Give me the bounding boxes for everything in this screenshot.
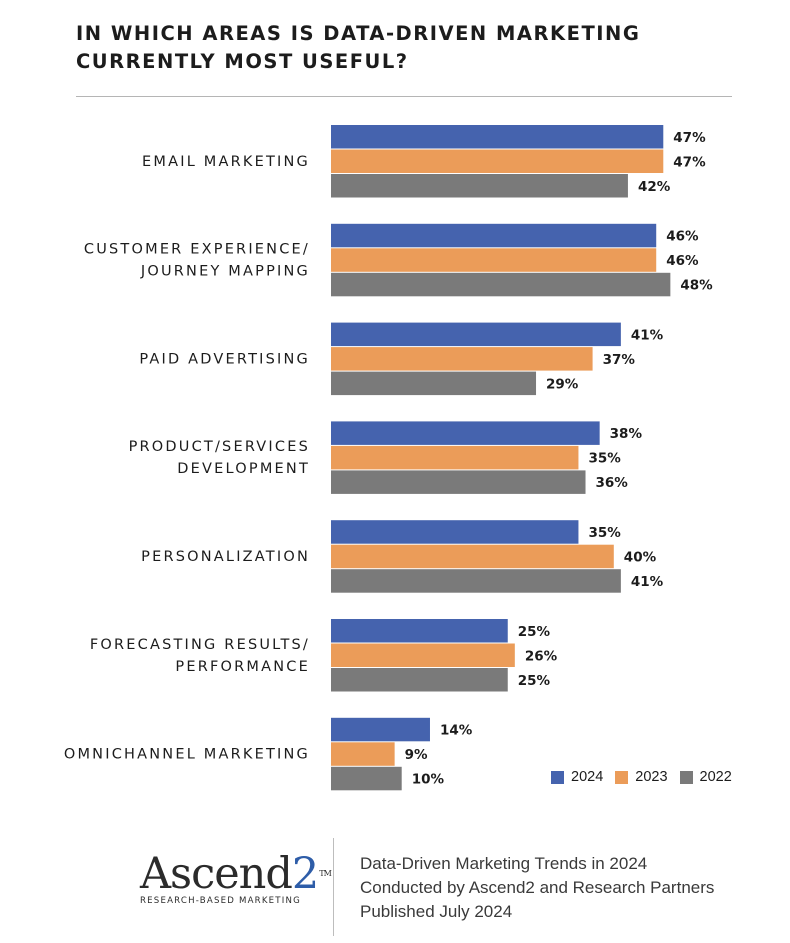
value-label-paid-advertising-2022: 29%: [546, 376, 579, 392]
value-label-product-services-development-2022: 36%: [596, 475, 629, 491]
bar-customer-experience-journey-mapping-2022: [331, 272, 671, 297]
bar-customer-experience-journey-mapping-2024: [331, 223, 657, 248]
legend-label-2023: 2023: [635, 769, 668, 785]
value-label-personalization-2024: 35%: [588, 525, 621, 541]
category-label-paid-advertising: PAID ADVERTISING: [139, 351, 310, 367]
bar-paid-advertising-2024: [331, 322, 621, 347]
logo-wordmark: Ascend2TM: [140, 849, 332, 899]
footer-line-1: Data-Driven Marketing Trends in 2024: [360, 854, 648, 873]
bar-paid-advertising-2022: [331, 371, 537, 396]
chart-title: IN WHICH AREAS IS DATA-DRIVEN MARKETING …: [76, 20, 716, 76]
legend-item-2022: 2022: [679, 769, 732, 785]
category-label-omnichannel-marketing: OMNICHANNEL MARKETING: [64, 747, 310, 763]
value-label-customer-experience-journey-mapping-2023: 46%: [666, 253, 699, 269]
chart-title-line-2: CURRENTLY MOST USEFUL?: [76, 50, 409, 73]
category-label-forecasting-results-performance-line-2: PERFORMANCE: [175, 659, 310, 675]
footer-line-2: Conducted by Ascend2 and Research Partne…: [360, 878, 715, 897]
bar-personalization-2023: [331, 544, 614, 569]
legend-item-2023: 2023: [615, 769, 668, 785]
bar-email-marketing-2022: [331, 174, 628, 198]
value-label-omnichannel-marketing-2024: 14%: [440, 723, 473, 739]
category-label-email-marketing: EMAIL MARKETING: [142, 154, 310, 170]
value-label-customer-experience-journey-mapping-2022: 48%: [680, 278, 713, 294]
category-label-customer-experience-journey-mapping-line-2: JOURNEY MAPPING: [140, 264, 310, 280]
bar-forecasting-results-performance-2023: [331, 643, 515, 667]
bar-personalization-2022: [331, 569, 621, 593]
value-label-forecasting-results-performance-2022: 25%: [518, 673, 551, 689]
logo-trademark: TM: [319, 869, 331, 878]
footer-line-3: Published July 2024: [360, 902, 513, 921]
footer-source-note: Data-Driven Marketing Trends in 2024 Con…: [360, 852, 714, 924]
value-label-email-marketing-2023: 47%: [673, 154, 706, 170]
value-label-forecasting-results-performance-2024: 25%: [518, 624, 551, 640]
title-divider: [76, 96, 732, 97]
bar-forecasting-results-performance-2022: [331, 668, 508, 692]
value-label-paid-advertising-2024: 41%: [631, 327, 664, 343]
bar-personalization-2024: [331, 520, 579, 544]
value-label-paid-advertising-2023: 37%: [603, 352, 636, 368]
ascend2-logo: Ascend2TM RESEARCH-BASED MARKETING: [140, 849, 332, 906]
value-label-email-marketing-2022: 42%: [638, 179, 671, 195]
bar-omnichannel-marketing-2023: [331, 742, 395, 766]
footer-divider: [333, 838, 334, 936]
legend-label-2024: 2024: [571, 769, 604, 785]
legend-swatch-2024: [551, 770, 564, 784]
chart-title-line-1: IN WHICH AREAS IS DATA-DRIVEN MARKETING: [76, 22, 641, 45]
legend-item-2024: 2024: [551, 769, 603, 785]
value-label-product-services-development-2024: 38%: [610, 426, 643, 442]
legend-label-2022: 2022: [699, 769, 732, 785]
category-label-product-services-development-line-1: PRODUCT/SERVICES: [129, 439, 310, 455]
chart-legend: 2024 2023 2022: [551, 769, 732, 785]
value-label-personalization-2022: 41%: [631, 574, 664, 590]
category-label-product-services-development-line-2: DEVELOPMENT: [177, 461, 310, 477]
value-label-personalization-2023: 40%: [624, 549, 657, 565]
value-label-customer-experience-journey-mapping-2024: 46%: [666, 229, 699, 245]
category-label-personalization: PERSONALIZATION: [141, 549, 310, 565]
category-label-forecasting-results-performance-line-1: FORECASTING RESULTS/: [90, 637, 310, 653]
logo-digit: 2: [291, 849, 319, 899]
bar-forecasting-results-performance-2024: [331, 619, 508, 643]
bar-email-marketing-2023: [331, 149, 664, 173]
bar-paid-advertising-2023: [331, 347, 593, 371]
legend-swatch-2023: [615, 770, 629, 784]
logo-tagline: RESEARCH-BASED MARKETING: [140, 896, 301, 906]
bar-product-services-development-2023: [331, 445, 579, 470]
value-label-omnichannel-marketing-2022: 10%: [412, 772, 445, 788]
bar-omnichannel-marketing-2022: [331, 766, 402, 791]
bar-product-services-development-2022: [331, 470, 586, 494]
bar-email-marketing-2024: [331, 125, 664, 149]
value-label-omnichannel-marketing-2023: 9%: [405, 747, 428, 763]
bar-product-services-development-2024: [331, 421, 600, 445]
bar-omnichannel-marketing-2024: [331, 717, 430, 742]
logo-word: Ascend: [140, 849, 293, 899]
legend-swatch-2022: [679, 770, 693, 784]
value-label-email-marketing-2024: 47%: [673, 130, 706, 146]
category-label-customer-experience-journey-mapping-line-1: CUSTOMER EXPERIENCE/: [84, 242, 310, 258]
bar-customer-experience-journey-mapping-2023: [331, 248, 657, 272]
value-label-product-services-development-2023: 35%: [588, 451, 621, 467]
value-label-forecasting-results-performance-2023: 26%: [525, 648, 558, 664]
